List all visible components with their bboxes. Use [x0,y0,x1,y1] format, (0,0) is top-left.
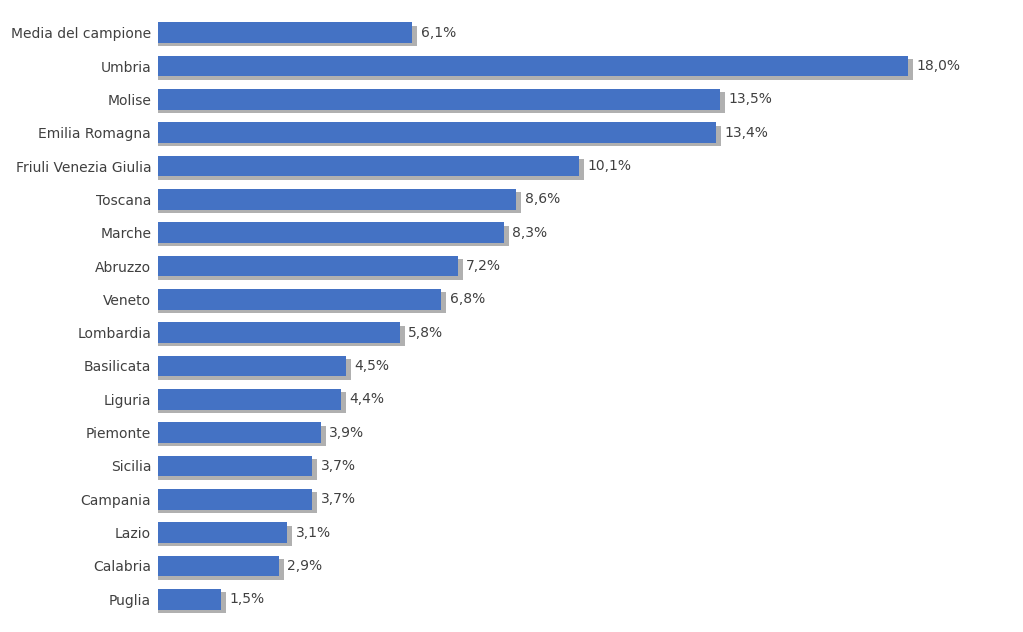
Text: 18,0%: 18,0% [917,59,961,73]
Text: 2,9%: 2,9% [287,559,322,573]
Bar [159,289,441,310]
Text: 3,7%: 3,7% [320,459,356,473]
Text: 3,7%: 3,7% [320,492,356,506]
Bar [159,322,400,343]
Bar [159,226,508,246]
Bar [159,456,312,477]
Bar [159,526,293,546]
Bar [159,425,325,446]
Text: 6,1%: 6,1% [420,26,456,40]
Bar [159,126,721,147]
Text: 4,5%: 4,5% [354,359,389,373]
Bar [159,359,351,380]
Text: 5,8%: 5,8% [408,325,443,339]
Bar [159,392,347,413]
Bar [159,293,446,313]
Bar [159,492,317,513]
Bar [159,59,913,80]
Bar [159,489,312,509]
Text: 6,8%: 6,8% [450,293,485,307]
Bar [159,459,317,480]
Bar [159,89,720,110]
Text: 4,4%: 4,4% [350,392,385,406]
Bar [159,222,504,243]
Text: 13,5%: 13,5% [728,92,772,106]
Text: 7,2%: 7,2% [466,259,501,273]
Bar [159,589,221,609]
Bar [159,592,226,613]
Bar [159,556,279,576]
Bar [159,26,417,46]
Bar [159,356,346,376]
Text: 1,5%: 1,5% [229,592,264,606]
Text: 10,1%: 10,1% [587,159,631,173]
Bar [159,522,287,543]
Bar [159,256,458,276]
Bar [159,56,907,76]
Text: 8,3%: 8,3% [513,226,547,240]
Bar [159,155,579,176]
Bar [159,123,716,143]
Bar [159,559,284,580]
Bar [159,159,584,179]
Bar [159,325,405,346]
Bar [159,92,725,113]
Text: 3,1%: 3,1% [296,526,330,540]
Bar [159,422,320,443]
Bar [159,259,463,280]
Bar [159,23,412,43]
Bar [159,189,517,210]
Text: 3,9%: 3,9% [329,425,364,440]
Text: 8,6%: 8,6% [525,192,560,207]
Bar [159,389,342,410]
Bar [159,192,522,213]
Text: 13,4%: 13,4% [724,126,768,140]
